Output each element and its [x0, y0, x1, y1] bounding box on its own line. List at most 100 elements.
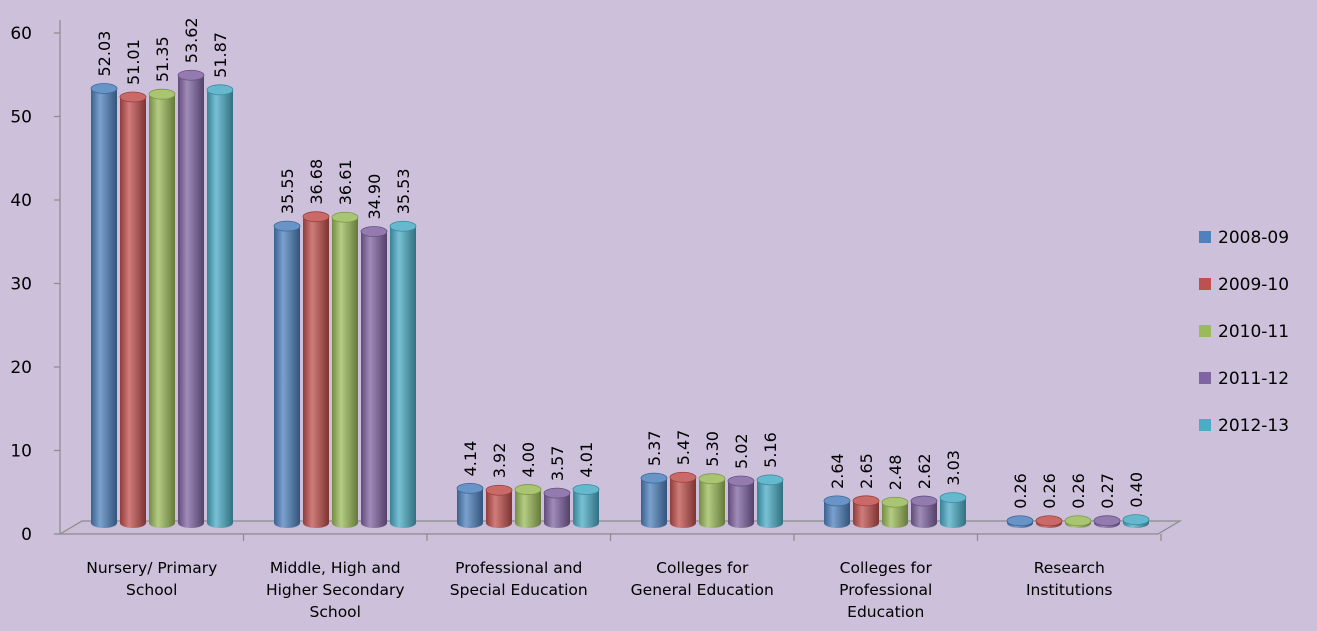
bar-top-cap [206, 84, 234, 96]
bar-top-cap [148, 88, 176, 100]
data-label: 5.37 [645, 430, 664, 466]
x-category-label: School [126, 581, 177, 599]
bar-top-cap [543, 487, 571, 499]
data-label: 4.01 [577, 442, 596, 478]
data-label: 5.30 [703, 431, 722, 467]
bar-2010-11 [699, 478, 725, 528]
y-tick-label: 60 [10, 24, 32, 44]
bar-top-cap [939, 492, 967, 504]
bar-top-cap [640, 472, 668, 484]
x-category-label: Higher Secondary [266, 581, 405, 599]
data-label: 52.03 [95, 31, 114, 77]
data-label: 53.62 [182, 17, 201, 63]
bar-2009-10 [303, 216, 329, 528]
bar-2008-09 [824, 500, 850, 528]
x-category-label: Professional [839, 581, 932, 599]
data-label: 35.53 [394, 168, 413, 214]
x-category-label: Colleges for [840, 559, 933, 577]
legend-swatch-2010-11 [1199, 325, 1211, 337]
bar-top-cap [1006, 515, 1034, 527]
bar-top-cap [360, 226, 388, 237]
bar-2009-10 [120, 97, 146, 528]
legend-label-2009-10: 2009-10 [1218, 275, 1289, 295]
bar-2008-09 [91, 88, 117, 528]
bar-2010-11 [515, 489, 541, 528]
axes: 0 10 20 30 40 50 60 Nursery/ Primary School Middl… [10, 20, 1162, 621]
bar-top-cap [698, 473, 726, 485]
data-label: 34.90 [365, 174, 384, 220]
bar-top-cap [485, 484, 513, 496]
bar-2011-12 [728, 481, 754, 528]
bar-top-cap [881, 496, 909, 508]
bar-2008-09 [641, 478, 667, 528]
data-label: 4.00 [519, 442, 538, 478]
x-category-label: School [310, 603, 361, 621]
bar-top-cap [119, 91, 147, 103]
data-labels: 52.03 35.55 4.14 5.37 2.64 0.26 51.01 36.68 3.92… [95, 17, 1146, 508]
legend-label-2008-09: 2008-09 [1218, 228, 1289, 248]
bar-2008-09 [457, 488, 483, 528]
bar-2009-10 [670, 477, 696, 528]
x-category-label: Special Education [450, 581, 588, 599]
x-category-label: Nursery/ Primary [86, 559, 217, 577]
bar-2010-11 [332, 217, 358, 528]
bar-top-cap [1035, 515, 1063, 527]
bar-2012-13 [207, 89, 233, 528]
legend-label-2012-13: 2012-13 [1218, 416, 1289, 436]
data-label: 4.14 [461, 441, 480, 477]
bar-top-cap [456, 482, 484, 494]
bar-top-cap [1093, 515, 1121, 527]
data-label: 0.26 [1040, 473, 1059, 509]
data-label: 5.47 [674, 430, 693, 466]
data-label: 36.61 [336, 159, 355, 205]
bar-2012-13 [940, 497, 966, 528]
data-label: 0.27 [1098, 473, 1117, 509]
legend: 2008-09 2009-10 2010-11 2011-12 2012-13 [1199, 228, 1289, 436]
bars [90, 69, 1150, 528]
bar-top-cap [572, 484, 600, 495]
legend-label-2010-11: 2010-11 [1218, 322, 1289, 342]
bar-top-cap [910, 495, 938, 507]
bar-2010-11 [149, 94, 175, 528]
bar-2011-12 [911, 501, 937, 528]
data-label: 35.55 [278, 168, 297, 214]
bar-top-cap [1064, 515, 1092, 527]
bar-top-cap [389, 220, 417, 232]
y-tick-label: 20 [10, 358, 32, 378]
legend-swatch-2012-13 [1199, 419, 1211, 431]
x-category-label: Middle, High and [270, 559, 401, 577]
data-label: 3.57 [548, 446, 567, 482]
data-label: 3.92 [490, 443, 509, 479]
data-label: 5.02 [732, 433, 751, 469]
bar-2012-13 [757, 479, 783, 528]
bar-top-cap [669, 471, 697, 483]
data-label: 2.62 [915, 453, 934, 489]
data-label: 51.87 [211, 32, 230, 78]
bar-2012-13 [573, 489, 599, 528]
bar-2009-10 [853, 500, 879, 528]
bar-top-cap [852, 495, 880, 507]
bar-top-cap [177, 69, 205, 81]
data-label: 51.01 [124, 39, 143, 85]
bar-top-cap [302, 211, 330, 223]
bar-top-cap [756, 474, 784, 486]
bar-top-cap [90, 83, 118, 94]
legend-swatch-2011-12 [1199, 372, 1211, 384]
bar-top-cap [331, 211, 359, 223]
bar-2009-10 [486, 490, 512, 528]
bar-2011-12 [178, 75, 204, 528]
bar-2011-12 [544, 493, 570, 528]
y-tick-label: 0 [21, 525, 32, 545]
y-tick-label: 50 [10, 108, 32, 128]
bar-2008-09 [274, 226, 300, 528]
legend-swatch-2008-09 [1199, 231, 1211, 243]
bar-top-cap [273, 220, 301, 232]
legend-label-2011-12: 2011-12 [1218, 369, 1289, 389]
x-category-label: Colleges for [656, 559, 749, 577]
bar-top-cap [1122, 514, 1150, 526]
x-category-label: Research [1034, 559, 1105, 577]
bar-2010-11 [882, 502, 908, 528]
bar-2012-13 [390, 226, 416, 528]
x-category-label: Education [847, 603, 924, 621]
